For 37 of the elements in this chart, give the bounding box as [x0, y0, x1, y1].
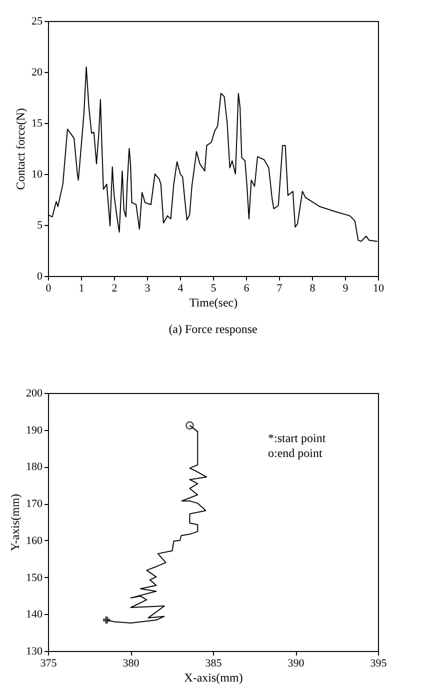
x-tick-label: 5: [210, 282, 217, 294]
x-tick-label: 8: [310, 282, 316, 294]
y-tick-label: 0: [37, 270, 43, 282]
x-tick-label: 10: [373, 282, 384, 294]
annotation: *:start point: [268, 431, 326, 445]
x-tick-label: 390: [288, 658, 305, 670]
y-tick-label: 140: [26, 608, 43, 621]
y-tick-label: 20: [32, 66, 43, 78]
x-tick-label: 385: [205, 658, 222, 670]
x-tick-label: 0: [46, 282, 52, 294]
x-tick-label: 9: [342, 282, 349, 294]
y-tick-label: 160: [26, 534, 43, 547]
x-tick-label: 6: [244, 282, 250, 294]
y-tick-label: 130: [26, 646, 43, 658]
y-tick-label: 190: [26, 424, 43, 436]
y-tick-label: 25: [32, 16, 43, 28]
y-tick-label: 170: [26, 498, 43, 510]
x-tick-label: 375: [40, 658, 58, 670]
y-tick-label: 15: [32, 118, 43, 130]
y-tick-label: 5: [37, 220, 43, 232]
x-axis-title: X-axis(mm): [184, 670, 243, 684]
x-tick-label: 1: [78, 282, 84, 294]
x-tick-label: 395: [370, 658, 388, 670]
x-tick-label: 2: [112, 282, 118, 294]
x-tick-label: 7: [276, 282, 283, 294]
y-tick-label: 10: [32, 168, 43, 180]
y-tick-label: 180: [26, 461, 43, 474]
y-tick-label: 150: [26, 572, 43, 584]
text: (a) Force response: [168, 322, 258, 336]
annotation: o:end point: [268, 446, 323, 460]
y-tick-label: 200: [26, 388, 43, 400]
x-axis-title: Time(sec): [189, 296, 238, 310]
y-axis-title: Y-axis(mm): [8, 494, 22, 552]
x-tick-label: 380: [122, 658, 140, 670]
x-tick-label: 3: [144, 282, 151, 294]
y-axis-title: Contact force(N): [14, 108, 28, 190]
x-tick-label: 4: [178, 282, 184, 294]
